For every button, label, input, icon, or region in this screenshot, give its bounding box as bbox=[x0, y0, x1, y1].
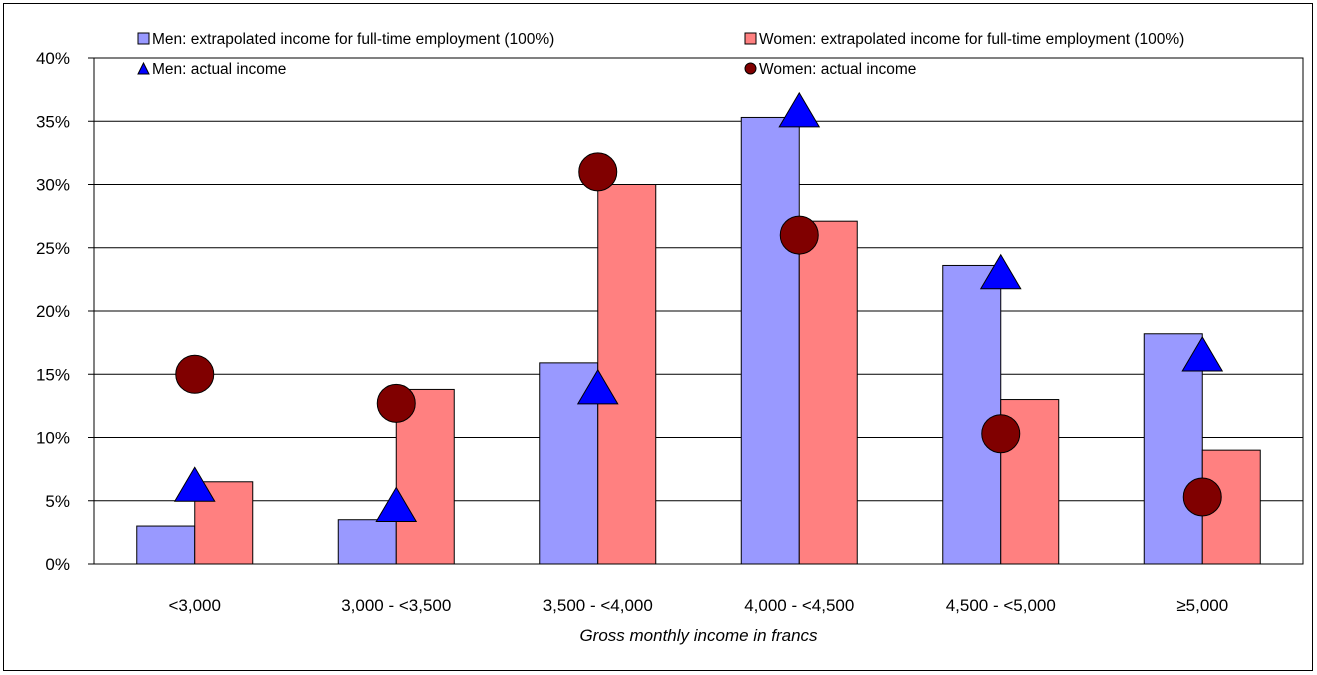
category-label: ≥5,000 bbox=[1176, 596, 1228, 615]
marker-circle bbox=[1182, 477, 1222, 517]
bar bbox=[1143, 333, 1203, 565]
marker-triangle bbox=[576, 368, 619, 405]
legend-label: Women: extrapolated income for full-time… bbox=[759, 31, 1184, 48]
category-label: 4,000 - <4,500 bbox=[744, 596, 854, 615]
legend-item: Women: extrapolated income for full-time… bbox=[744, 31, 1184, 48]
legend-swatch bbox=[137, 32, 150, 45]
x-axis-label: Gross monthly income in francs bbox=[579, 626, 818, 645]
category-label: 4,500 - <5,000 bbox=[946, 596, 1056, 615]
legend-circle bbox=[744, 62, 757, 75]
category-label: 3,500 - <4,000 bbox=[543, 596, 653, 615]
marker-circle bbox=[175, 354, 215, 394]
bar bbox=[136, 525, 196, 565]
legend-label: Men: actual income bbox=[152, 61, 286, 78]
y-tick-label: 5% bbox=[45, 492, 70, 511]
marker-circle bbox=[376, 383, 416, 423]
marker-triangle bbox=[173, 466, 216, 502]
legend: Men: extrapolated income for full-time e… bbox=[137, 31, 1184, 78]
bar bbox=[337, 519, 397, 565]
bar bbox=[740, 116, 800, 565]
y-tick-label: 35% bbox=[36, 112, 70, 131]
legend-swatch bbox=[744, 32, 757, 45]
plot-area bbox=[93, 57, 1304, 565]
legend-label: Women: actual income bbox=[759, 61, 916, 78]
legend-item: Women: actual income bbox=[744, 61, 916, 78]
bar bbox=[597, 184, 657, 565]
y-tick-label: 20% bbox=[36, 302, 70, 321]
y-tick-label: 10% bbox=[36, 429, 70, 448]
marker-triangle bbox=[1181, 336, 1224, 372]
legend-label: Men: extrapolated income for full-time e… bbox=[152, 31, 554, 48]
y-tick-label: 25% bbox=[36, 239, 70, 258]
y-tick-label: 30% bbox=[36, 176, 70, 195]
category-label: 3,000 - <3,500 bbox=[341, 596, 451, 615]
marker-circle bbox=[981, 414, 1021, 454]
legend-item: Men: extrapolated income for full-time e… bbox=[137, 31, 554, 48]
category-label: <3,000 bbox=[169, 596, 221, 615]
y-tick-label: 15% bbox=[36, 365, 70, 384]
category-labels: <3,000 3,000 - <3,500 3,500 - <4,000 4,000 … bbox=[169, 596, 1229, 615]
marker-triangle bbox=[375, 486, 418, 523]
gridlines bbox=[88, 57, 1303, 565]
bars bbox=[136, 116, 1261, 565]
legend-item: Men: actual income bbox=[137, 61, 286, 78]
y-tick-label: 40% bbox=[36, 49, 70, 68]
axes bbox=[93, 57, 1304, 565]
marker-triangle bbox=[778, 91, 821, 128]
legend-triangle bbox=[137, 61, 150, 75]
marker-circle bbox=[578, 152, 618, 192]
marker-triangle bbox=[979, 253, 1022, 290]
marker-circle bbox=[779, 215, 819, 255]
y-tick-label: 0% bbox=[45, 555, 70, 574]
y-tick-labels: 0% 5% 10% 15% 20% 25% 30% 35% 40% bbox=[36, 49, 70, 574]
markers bbox=[173, 91, 1224, 523]
bar bbox=[942, 264, 1002, 565]
bar bbox=[798, 220, 858, 565]
